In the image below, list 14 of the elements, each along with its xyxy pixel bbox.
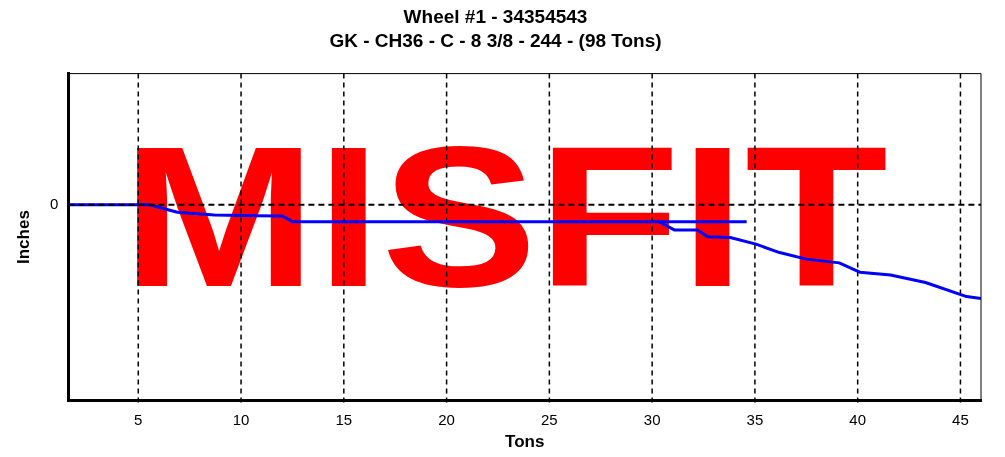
x-tick-label: 25 bbox=[541, 410, 558, 428]
x-axis-title: Tons bbox=[505, 432, 545, 452]
chart-title: Wheel #1 - 34354543 bbox=[403, 5, 588, 27]
x-tick-label: 20 bbox=[438, 410, 455, 428]
x-tick-label: 5 bbox=[134, 410, 143, 428]
x-tick-label: 40 bbox=[849, 410, 867, 428]
x-tick-label: 45 bbox=[952, 410, 969, 428]
x-tick-label: 35 bbox=[746, 410, 764, 428]
ref-line-label: 0 bbox=[50, 194, 59, 212]
x-tick-label: 15 bbox=[335, 410, 353, 428]
chart-subtitle: GK - CH36 - C - 8 3/8 - 244 - (98 Tons) bbox=[329, 30, 662, 52]
x-tick-label: 30 bbox=[643, 410, 661, 428]
y-axis-title: Inches bbox=[13, 210, 33, 265]
x-tick-label: 10 bbox=[232, 410, 250, 428]
